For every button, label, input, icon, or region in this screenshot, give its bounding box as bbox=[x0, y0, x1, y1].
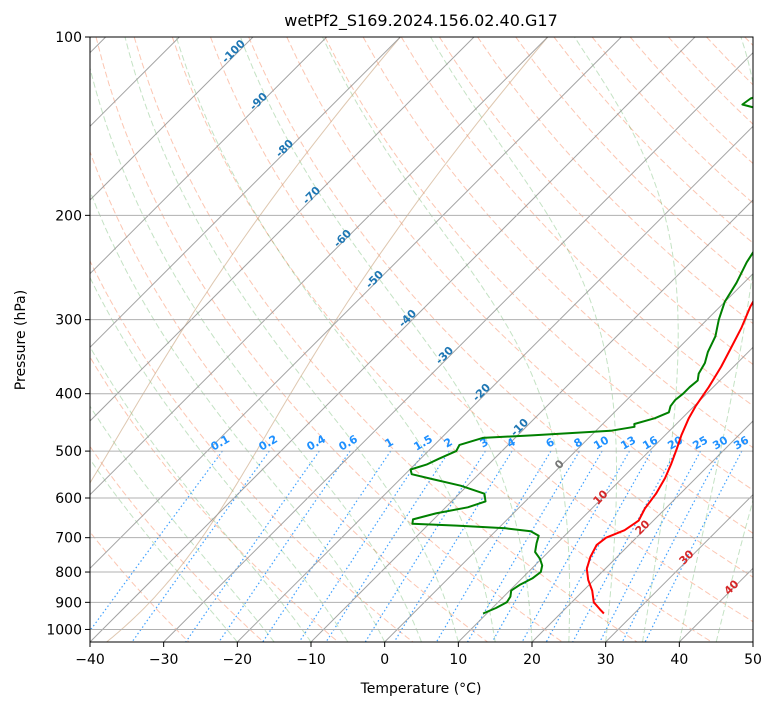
y-tick-label: 300 bbox=[55, 313, 82, 329]
moist-adiabat bbox=[90, 345, 312, 642]
y-axis-label: Pressure (hPa) bbox=[13, 290, 29, 390]
temperature-line bbox=[585, 299, 753, 615]
dry-adiabat bbox=[286, 37, 753, 534]
x-axis-label: Temperature (°C) bbox=[360, 681, 482, 697]
mixing-ratio-line bbox=[599, 450, 702, 642]
background-lines bbox=[90, 37, 753, 642]
moist-adiabat bbox=[175, 37, 496, 642]
y-tick-label: 1000 bbox=[46, 622, 82, 638]
y-tick-label: 100 bbox=[55, 30, 82, 46]
dry-adiabat bbox=[133, 37, 638, 642]
x-tick-label: −40 bbox=[75, 652, 105, 668]
curved-reference-line bbox=[90, 37, 401, 484]
x-tick-label: 50 bbox=[744, 652, 762, 668]
mixing-ratio-line bbox=[621, 450, 722, 642]
x-tick-label: −20 bbox=[223, 652, 253, 668]
chart-title: wetPf2_S169.2024.156.02.40.G17 bbox=[284, 11, 558, 31]
moist-adiabat bbox=[90, 189, 386, 642]
mixing-ratio-line bbox=[262, 450, 392, 642]
y-tick-label: 700 bbox=[55, 531, 82, 547]
x-tick-label: −30 bbox=[149, 652, 179, 668]
isotherm bbox=[90, 37, 696, 642]
moist-adiabat bbox=[90, 65, 422, 642]
isotherm bbox=[605, 493, 753, 642]
isotherm bbox=[90, 37, 475, 422]
mixing-ratio-line bbox=[218, 450, 351, 642]
dry-adiabat bbox=[248, 37, 753, 578]
x-tick-label: 20 bbox=[523, 652, 541, 668]
isotherm bbox=[90, 37, 401, 349]
mixing-ratio-line bbox=[185, 450, 320, 642]
isotherm bbox=[310, 199, 753, 642]
y-tick-label: 600 bbox=[55, 491, 82, 507]
mixing-ratio-line bbox=[521, 450, 631, 642]
dry-adiabat bbox=[90, 150, 488, 642]
axis-ticks: −40 −30 −20 −10 0 10 20 30 40 50 100 200 300 400 500 60… bbox=[46, 30, 762, 668]
moist-adiabat bbox=[90, 276, 349, 642]
moist-adiabat bbox=[239, 37, 533, 642]
dry-adiabat bbox=[90, 445, 264, 642]
x-tick-label: 40 bbox=[670, 652, 688, 668]
isotherm bbox=[90, 37, 622, 570]
dry-adiabat bbox=[210, 37, 753, 623]
x-tick-label: 0 bbox=[380, 652, 389, 668]
moist-adiabat bbox=[678, 37, 753, 642]
moist-adiabat bbox=[574, 37, 679, 642]
isotherm bbox=[90, 37, 549, 496]
y-tick-label: 200 bbox=[55, 208, 82, 224]
moist-adiabat bbox=[322, 37, 571, 642]
dry-adiabat bbox=[400, 37, 753, 407]
profile-lines bbox=[409, 96, 753, 615]
mixing-ratio-line bbox=[90, 450, 223, 632]
y-tick-label: 900 bbox=[55, 595, 82, 611]
moist-adiabat bbox=[90, 458, 238, 642]
y-tick-label: 500 bbox=[55, 444, 82, 460]
isotherm bbox=[163, 51, 753, 642]
dry-adiabat bbox=[362, 37, 753, 449]
mixing-ratio-line bbox=[644, 450, 743, 642]
plot-frame bbox=[89, 36, 754, 643]
y-tick-label: 800 bbox=[55, 565, 82, 581]
curved-reference-line bbox=[106, 37, 549, 642]
dry-adiabat bbox=[90, 356, 339, 642]
x-tick-label: 10 bbox=[449, 652, 467, 668]
x-tick-label: 30 bbox=[597, 652, 615, 668]
isotherm bbox=[384, 272, 753, 642]
isotherm bbox=[236, 125, 753, 642]
mixing-ratio-line bbox=[572, 450, 677, 642]
isotherm bbox=[457, 346, 753, 642]
mixing-ratio-line bbox=[298, 450, 425, 642]
isotherm bbox=[531, 420, 753, 642]
dry-adiabat bbox=[95, 37, 563, 642]
isotherm bbox=[90, 37, 254, 201]
moist-adiabat bbox=[124, 37, 459, 642]
moist-adiabat bbox=[90, 405, 275, 642]
y-tick-label: 400 bbox=[55, 387, 82, 403]
x-tick-label: −10 bbox=[296, 652, 326, 668]
isotherm bbox=[90, 37, 328, 275]
mixing-ratio-line bbox=[491, 450, 603, 642]
dewpoint-line bbox=[409, 96, 753, 615]
dry-adiabat bbox=[324, 37, 753, 491]
moist-adiabat bbox=[430, 37, 617, 642]
